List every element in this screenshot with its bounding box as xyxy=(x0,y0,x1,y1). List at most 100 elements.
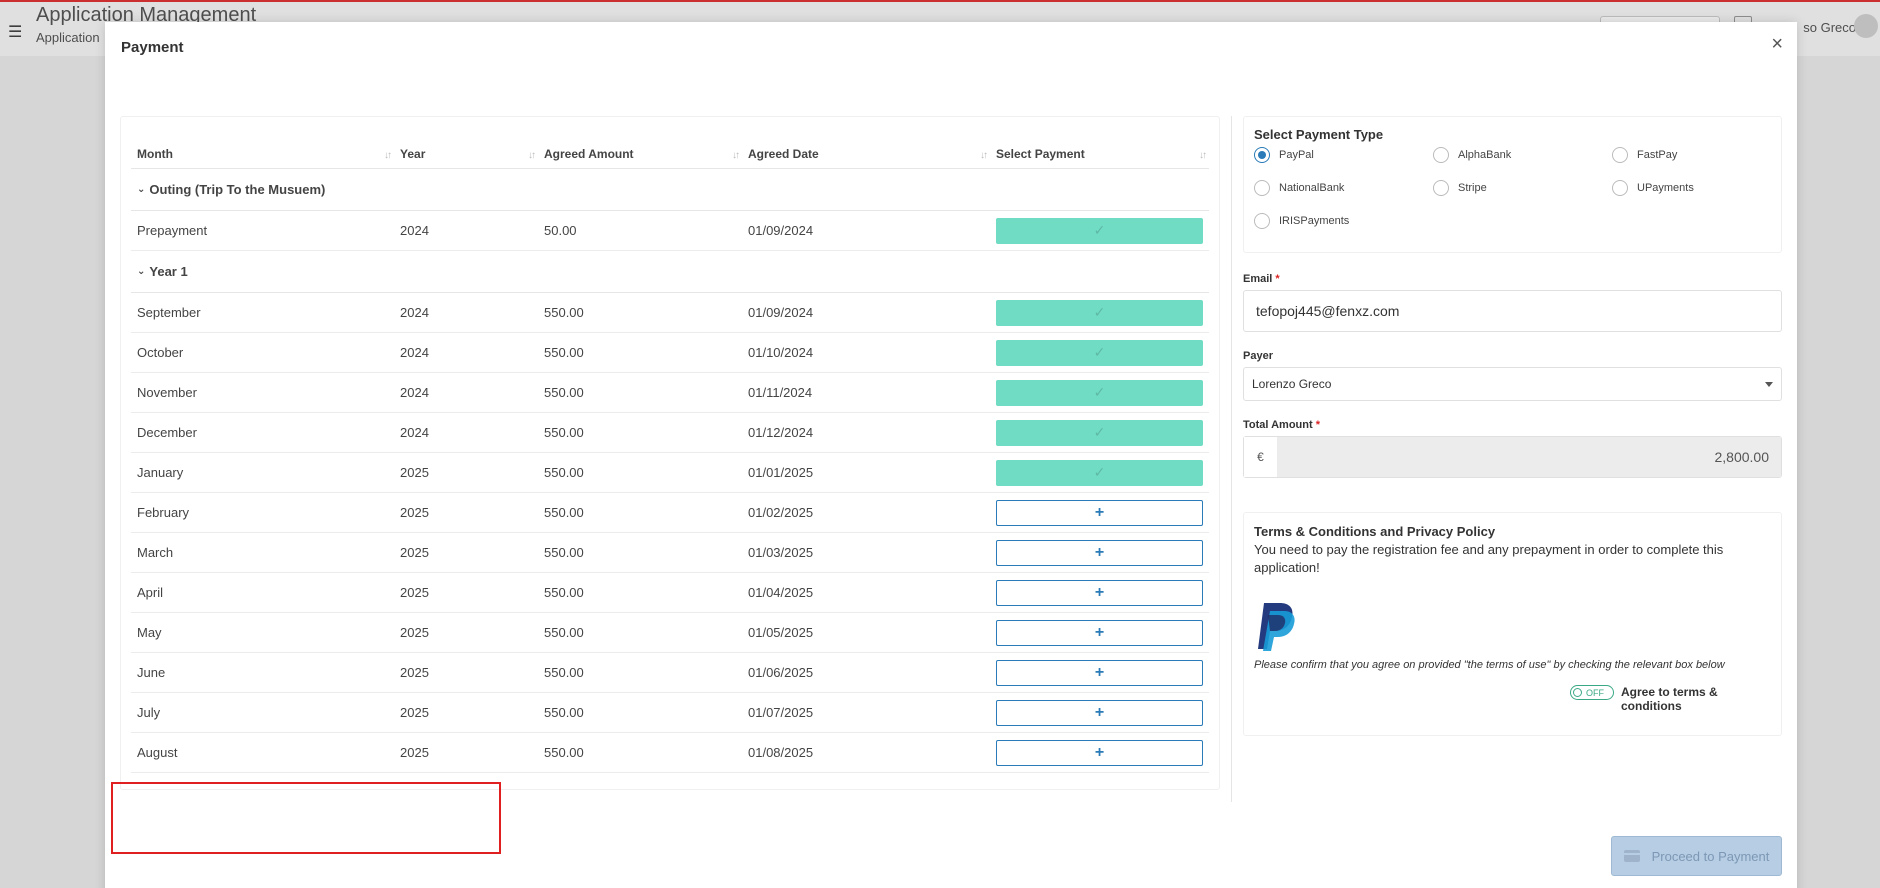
cell-month: August xyxy=(137,745,178,760)
radio-irispayments[interactable]: IRISPayments xyxy=(1254,213,1349,229)
radio-button-icon[interactable] xyxy=(1433,180,1449,196)
toggle-state: OFF xyxy=(1586,687,1604,698)
check-icon: ✓ xyxy=(1093,304,1106,320)
check-icon: ✓ xyxy=(1093,222,1106,238)
paid-check-button[interactable]: ✓ xyxy=(996,217,1203,244)
header-agreed-amount[interactable]: Agreed Amount ↓↑ xyxy=(544,147,740,161)
cell-date: 01/04/2025 xyxy=(748,585,814,600)
sort-icon[interactable]: ↓↑ xyxy=(732,150,740,161)
group-header[interactable]: ⌄ Year 1 xyxy=(131,251,1209,293)
table-row: August 2025 550.00 01/08/2025 + xyxy=(131,733,1209,773)
radio-button-icon[interactable] xyxy=(1254,147,1270,163)
sort-icon[interactable]: ↓↑ xyxy=(384,150,392,161)
add-payment-button[interactable]: + xyxy=(996,739,1203,766)
add-payment-button[interactable]: + xyxy=(996,699,1203,726)
check-icon: ✓ xyxy=(1093,344,1106,360)
cell-year: 2025 xyxy=(400,665,429,680)
radio-fastpay[interactable]: FastPay xyxy=(1612,147,1677,163)
table-row: October 2024 550.00 01/10/2024 ✓ xyxy=(131,333,1209,373)
radio-paypal[interactable]: PayPal xyxy=(1254,147,1314,163)
paid-check-button[interactable]: ✓ xyxy=(996,299,1203,326)
add-payment-button[interactable]: + xyxy=(996,659,1203,686)
terms-text: You need to pay the registration fee and… xyxy=(1254,542,1724,575)
header-year[interactable]: Year ↓↑ xyxy=(400,147,536,161)
radio-label: AlphaBank xyxy=(1458,149,1512,161)
cell-month: April xyxy=(137,585,164,600)
add-payment-button[interactable]: + xyxy=(996,539,1203,566)
avatar[interactable] xyxy=(1854,14,1878,38)
paypal-logo-icon xyxy=(1258,603,1295,651)
payer-select[interactable]: Lorenzo Greco xyxy=(1243,367,1782,401)
cell-select-payment: + xyxy=(990,619,1209,646)
radio-stripe[interactable]: Stripe xyxy=(1433,180,1487,196)
cell-amount: 550.00 xyxy=(544,665,584,680)
cell-year: 2025 xyxy=(400,745,429,760)
cell-amount: 550.00 xyxy=(544,385,584,400)
toggle-knob xyxy=(1573,688,1582,697)
radio-alphabank[interactable]: AlphaBank xyxy=(1433,147,1511,163)
sort-icon[interactable]: ↓↑ xyxy=(528,150,536,161)
cell-month: December xyxy=(137,425,197,440)
radio-button-icon[interactable] xyxy=(1254,180,1270,196)
group-name: Year 1 xyxy=(149,264,188,279)
paid-check-button[interactable]: ✓ xyxy=(996,419,1203,446)
cell-amount: 550.00 xyxy=(544,305,584,320)
sort-icon[interactable]: ↓↑ xyxy=(980,150,988,161)
header-month[interactable]: Month ↓↑ xyxy=(137,147,392,161)
cell-date: 01/12/2024 xyxy=(748,425,814,440)
paid-check-button[interactable]: ✓ xyxy=(996,339,1203,366)
cell-year: 2025 xyxy=(400,585,429,600)
radio-button-icon[interactable] xyxy=(1254,213,1270,229)
app-subtitle: Application xyxy=(36,30,100,45)
cell-amount: 550.00 xyxy=(544,425,584,440)
cell-amount: 550.00 xyxy=(544,625,584,640)
check-icon: ✓ xyxy=(1093,384,1106,400)
add-payment-button[interactable]: + xyxy=(996,619,1203,646)
paid-check-button[interactable]: ✓ xyxy=(996,459,1203,486)
cell-year: 2025 xyxy=(400,545,429,560)
paid-check-button[interactable]: ✓ xyxy=(996,379,1203,406)
cell-date: 01/03/2025 xyxy=(748,545,814,560)
email-field[interactable]: tefopoj445@fenxz.com xyxy=(1243,290,1782,332)
header-agreed-date[interactable]: Agreed Date ↓↑ xyxy=(748,147,988,161)
terms-toggle[interactable]: OFF xyxy=(1570,685,1614,700)
plus-icon: + xyxy=(1094,703,1105,721)
credit-card-icon xyxy=(1623,850,1640,862)
radio-button-icon[interactable] xyxy=(1433,147,1449,163)
chevron-down-icon[interactable]: ⌄ xyxy=(137,184,146,195)
table-row: February 2025 550.00 01/02/2025 + xyxy=(131,493,1209,533)
cell-year: 2025 xyxy=(400,505,429,520)
cell-select-payment: + xyxy=(990,579,1209,606)
cell-month: Prepayment xyxy=(137,223,208,238)
menu-icon[interactable]: ☰ xyxy=(8,24,23,41)
cell-date: 01/08/2025 xyxy=(748,745,814,760)
header-select-payment[interactable]: Select Payment ↓↑ xyxy=(996,147,1207,161)
proceed-label: Proceed to Payment xyxy=(1651,848,1770,864)
radio-nationalbank[interactable]: NationalBank xyxy=(1254,180,1344,196)
terms-toggle-label[interactable]: Agree to terms & conditions xyxy=(1621,685,1718,713)
add-payment-button[interactable]: + xyxy=(996,499,1203,526)
cell-select-payment: + xyxy=(990,699,1209,726)
terms-note: Please confirm that you agree on provide… xyxy=(1254,659,1725,671)
proceed-to-payment-button[interactable]: Proceed to Payment xyxy=(1611,836,1782,876)
radio-button-icon[interactable] xyxy=(1612,147,1628,163)
cell-select-payment: + xyxy=(990,539,1209,566)
radio-button-icon[interactable] xyxy=(1612,180,1628,196)
radio-upayments[interactable]: UPayments xyxy=(1612,180,1694,196)
total-amount-field: € 2,800.00 xyxy=(1243,436,1782,478)
group-name: Outing (Trip To the Musuem) xyxy=(149,182,326,197)
close-icon[interactable]: × xyxy=(1771,33,1783,55)
cell-month: November xyxy=(137,385,197,400)
group-header[interactable]: ⌄ Outing (Trip To the Musuem) xyxy=(131,169,1209,211)
user-name[interactable]: so Greco xyxy=(1803,20,1856,35)
cell-month: July xyxy=(137,705,161,720)
cell-month: February xyxy=(137,505,190,520)
cell-year: 2024 xyxy=(400,223,429,238)
cell-year: 2025 xyxy=(400,625,429,640)
cell-select-payment: + xyxy=(990,739,1209,766)
cell-amount: 50.00 xyxy=(544,223,577,238)
sort-icon[interactable]: ↓↑ xyxy=(1199,150,1207,161)
chevron-down-icon[interactable]: ⌄ xyxy=(137,266,146,277)
add-payment-button[interactable]: + xyxy=(996,579,1203,606)
table-row: September 2024 550.00 01/09/2024 ✓ xyxy=(131,293,1209,333)
